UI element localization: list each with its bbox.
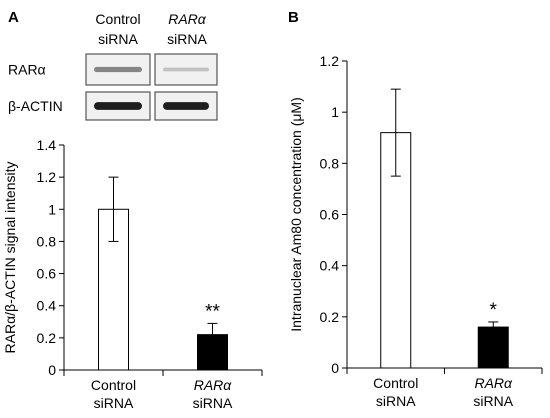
blot-lane-header-line1: Control xyxy=(95,11,140,27)
y-tick-label: 0 xyxy=(331,360,339,376)
category-label-line1: RARα xyxy=(474,375,513,391)
blot-lane-header-line2: siRNA xyxy=(167,31,207,47)
blot-band xyxy=(163,102,209,110)
y-tick-label: 0.2 xyxy=(37,330,57,346)
y-tick-label: 0.4 xyxy=(37,298,57,314)
y-tick-label: 1.2 xyxy=(320,53,340,69)
y-tick-label: 0 xyxy=(48,362,56,378)
category-label-line1: RARα xyxy=(194,377,233,393)
blot-band xyxy=(94,66,142,73)
blot-band xyxy=(94,102,142,110)
blot-band xyxy=(163,67,209,72)
y-tick-label: 0.8 xyxy=(37,233,57,249)
y-axis-label: Intranuclear Am80 concentration (μM) xyxy=(288,97,304,332)
y-axis-label: RARα/β-ACTIN signal intensity xyxy=(2,162,18,354)
y-tick-label: 0.2 xyxy=(320,309,340,325)
blot-row-label: RARα xyxy=(8,62,46,78)
chart-b: 0 0.2 0.4 0.6 0.8 1 1.2 Intranuclear Am80 conce… xyxy=(288,53,543,409)
category-label-line2: siRNA xyxy=(473,393,513,409)
y-tick-label: 1.2 xyxy=(37,169,57,185)
chart-a: 0 0.2 0.4 0.6 0.8 1 1.2 1.4 RARα/β-ACTIN signal … xyxy=(2,137,263,411)
category-label-line2: siRNA xyxy=(376,393,416,409)
category-label-line2: siRNA xyxy=(94,395,134,411)
category-label-line1: Control xyxy=(373,375,418,391)
significance-marker: ** xyxy=(205,301,220,322)
y-tick-label: 0.4 xyxy=(320,258,340,274)
y-tick-label: 0.6 xyxy=(37,266,57,282)
significance-marker: * xyxy=(490,300,498,321)
panel-a-letter: A xyxy=(8,9,19,26)
y-tick-label: 0.6 xyxy=(320,207,340,223)
blot-lane-header-line1: RARα xyxy=(168,11,207,27)
y-tick-label: 1 xyxy=(48,201,56,217)
y-tick-label: 1 xyxy=(331,104,339,120)
category-label-line2: siRNA xyxy=(193,395,233,411)
bar xyxy=(477,326,509,369)
category-label-line1: Control xyxy=(91,377,136,393)
blot-row-label: β-ACTIN xyxy=(8,98,63,114)
y-tick-label: 1.4 xyxy=(37,137,57,153)
panel-b-letter: B xyxy=(288,9,299,26)
blot-lane-header-line2: siRNA xyxy=(98,31,138,47)
western-blot: Control siRNA RARα siRNA RARα β-ACTIN xyxy=(8,11,218,121)
y-tick-label: 0.8 xyxy=(320,155,340,171)
